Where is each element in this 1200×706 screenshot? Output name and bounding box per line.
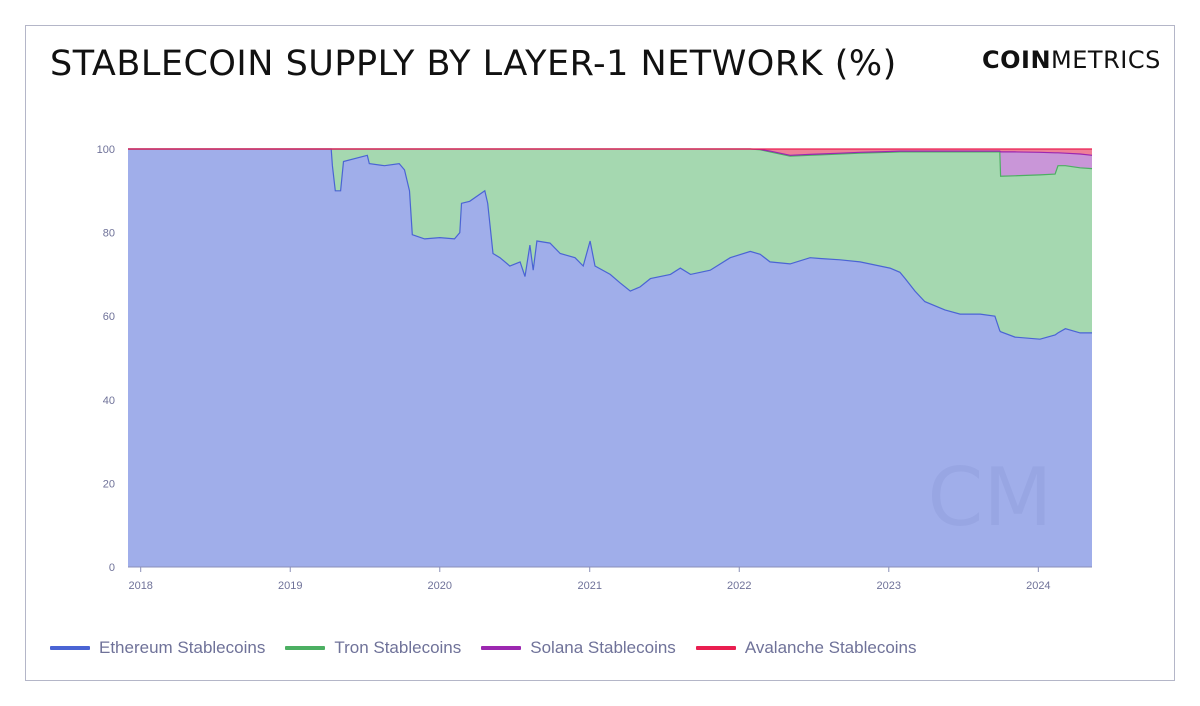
legend-swatch	[695, 646, 736, 650]
area-tron	[128, 149, 1092, 340]
y-tick-label: 60	[103, 311, 115, 323]
legend-item-tron[interactable]: Tron Stablecoins	[285, 638, 461, 658]
legend-item-ethereum[interactable]: Ethereum Stablecoins	[50, 638, 265, 658]
legend-label: Ethereum Stablecoins	[99, 638, 266, 657]
x-tick-label: 2024	[1026, 580, 1050, 592]
line-ethereum	[128, 148, 1092, 340]
x-tick-label: 2020	[428, 580, 452, 592]
area-avalanche	[128, 149, 1092, 156]
legend-item-avalanche[interactable]: Avalanche Stablecoins	[695, 638, 917, 658]
chart-frame	[25, 25, 1175, 681]
areas	[128, 148, 1093, 567]
area-ethereum	[128, 149, 1092, 567]
y-tick-label: 20	[103, 478, 115, 490]
logo-bold: COIN	[982, 46, 1052, 74]
x-ticks: 2018 2019 2020 2021 2022 2023 2024	[128, 567, 1051, 592]
y-ticks: 0 20 40 60 80 100	[97, 144, 115, 574]
x-tick-label: 2019	[278, 580, 302, 592]
legend-item-solana[interactable]: Solana Stablecoins	[481, 638, 676, 658]
y-tick-label: 40	[103, 395, 115, 407]
logo-light: METRICS	[1051, 46, 1161, 74]
y-tick-label: 0	[109, 562, 115, 574]
legend-label: Solana Stablecoins	[530, 638, 676, 657]
legend-swatch	[481, 646, 522, 650]
x-tick-label: 2023	[877, 580, 901, 592]
x-tick-label: 2022	[727, 580, 751, 592]
coinmetrics-logo: COINMETRICS	[982, 46, 1161, 74]
chart-title: STABLECOIN SUPPLY BY LAYER-1 NETWORK (%)	[50, 44, 897, 84]
legend-swatch	[50, 646, 90, 650]
y-tick-label: 80	[103, 228, 115, 240]
legend-swatch	[285, 646, 326, 650]
watermark: CM	[928, 451, 1053, 544]
legend-label: Avalanche Stablecoins	[744, 638, 917, 657]
x-tick-label: 2018	[128, 580, 152, 592]
x-tick-label: 2021	[577, 580, 601, 592]
legend-label: Tron Stablecoins	[334, 638, 462, 657]
legend: Ethereum Stablecoins Tron Stablecoins So…	[50, 638, 937, 658]
y-tick-label: 100	[97, 144, 115, 156]
